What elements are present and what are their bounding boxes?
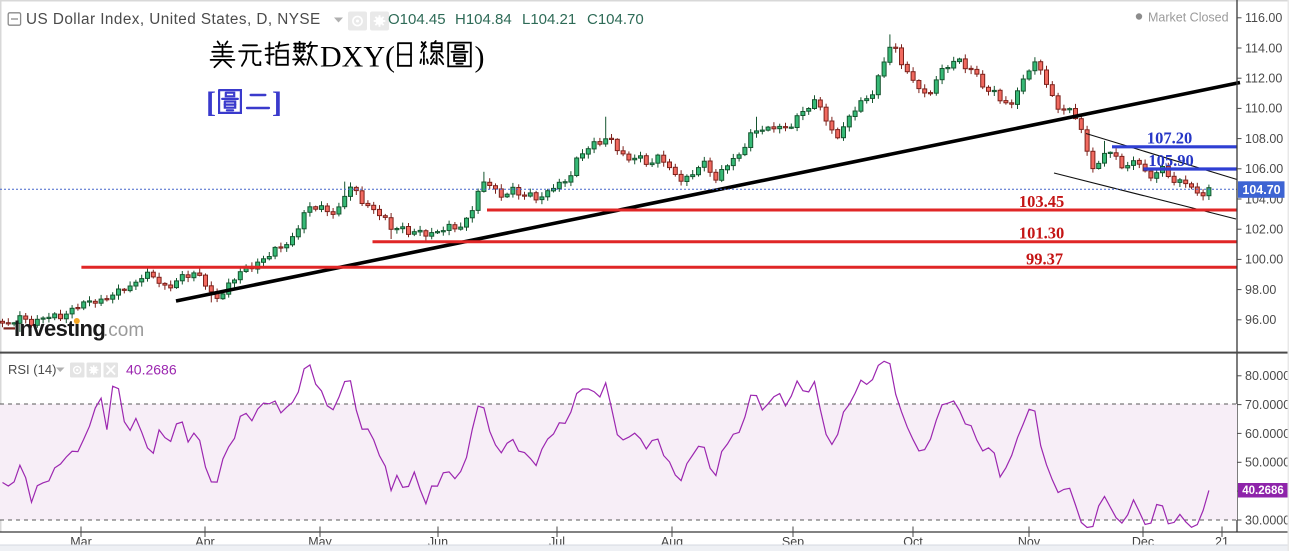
svg-text:US Dollar Index, United States: US Dollar Index, United States, D, NYSE [26,11,321,28]
svg-text:RSI (14): RSI (14) [8,362,56,377]
svg-text:]: ] [272,86,282,119]
svg-text:110.00: 110.00 [1245,102,1282,116]
svg-text:DXY(: DXY( [320,41,395,74]
svg-text:101.30: 101.30 [1019,224,1064,243]
svg-text:103.45: 103.45 [1019,192,1064,211]
svg-text:30.0000: 30.0000 [1245,513,1289,527]
svg-text:60.0000: 60.0000 [1245,427,1289,441]
svg-text:50.0000: 50.0000 [1245,456,1289,470]
svg-text:104.70: 104.70 [1242,183,1280,197]
svg-text:102.00: 102.00 [1245,223,1283,237]
svg-text:99.37: 99.37 [1026,250,1063,269]
svg-text:112.00: 112.00 [1245,72,1282,86]
svg-text:100.00: 100.00 [1245,253,1283,267]
svg-text:70.0000: 70.0000 [1245,398,1289,412]
svg-text:108.00: 108.00 [1245,132,1283,146]
svg-text:105.90: 105.90 [1148,151,1193,170]
svg-text:40.2686: 40.2686 [126,362,177,378]
svg-text:96.00: 96.00 [1245,313,1276,327]
svg-text:Investing: Investing [14,316,105,341]
svg-text:40.2686: 40.2686 [1242,485,1284,497]
svg-text:114.00: 114.00 [1245,41,1282,55]
svg-text:107.20: 107.20 [1147,129,1192,148]
svg-text:106.00: 106.00 [1245,162,1283,176]
svg-text:98.00: 98.00 [1245,283,1276,297]
svg-text:116.00: 116.00 [1245,11,1282,25]
svg-text:80.0000: 80.0000 [1245,369,1289,383]
svg-text:.com: .com [103,320,144,341]
svg-text:Market Closed: Market Closed [1148,11,1229,25]
svg-text:[: [ [206,86,216,119]
svg-text:): ) [475,41,485,74]
